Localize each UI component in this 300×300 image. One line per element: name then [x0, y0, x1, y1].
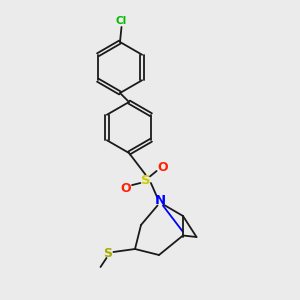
Text: S: S — [103, 247, 112, 260]
Text: N: N — [155, 194, 166, 208]
Text: O: O — [120, 182, 131, 195]
Text: O: O — [157, 160, 168, 174]
Text: Cl: Cl — [116, 16, 127, 26]
Text: S: S — [141, 173, 150, 187]
